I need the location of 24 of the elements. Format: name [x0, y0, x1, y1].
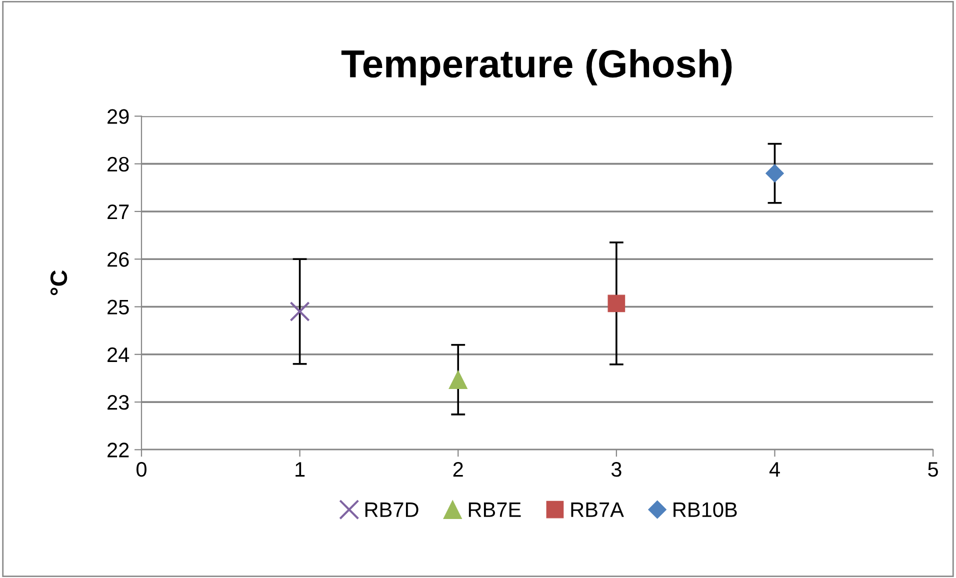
y-tick-label: 22	[108, 442, 129, 458]
point	[290, 301, 310, 322]
y-tick-label: 28	[108, 156, 129, 172]
point	[766, 164, 784, 183]
chart-title: Temperature (Ghosh)	[341, 49, 732, 86]
y-tick-label: 24	[108, 347, 130, 362]
x-tick-label: 3	[611, 462, 622, 477]
legend-label: RB7D	[365, 502, 418, 517]
y-tick-label: 25	[108, 300, 129, 315]
point	[608, 294, 626, 312]
y-tick-label: 29	[108, 109, 129, 124]
y-tick-label: 23	[108, 395, 129, 410]
point	[448, 370, 468, 390]
y-axis-title: °C	[50, 270, 68, 296]
legend-label: RB7E	[468, 502, 521, 517]
y-tick-label: 27	[108, 204, 129, 220]
x-tick-label: 4	[769, 462, 780, 477]
x-tick-label: 0	[136, 462, 146, 477]
x-tick-label: 2	[453, 462, 463, 477]
legend-label: RB10B	[674, 502, 737, 518]
y-tick-label: 26	[108, 252, 129, 267]
x-tick-label: 5	[928, 462, 938, 477]
legend-label: RB7A	[571, 502, 624, 517]
x-tick-label: 1	[296, 462, 305, 477]
